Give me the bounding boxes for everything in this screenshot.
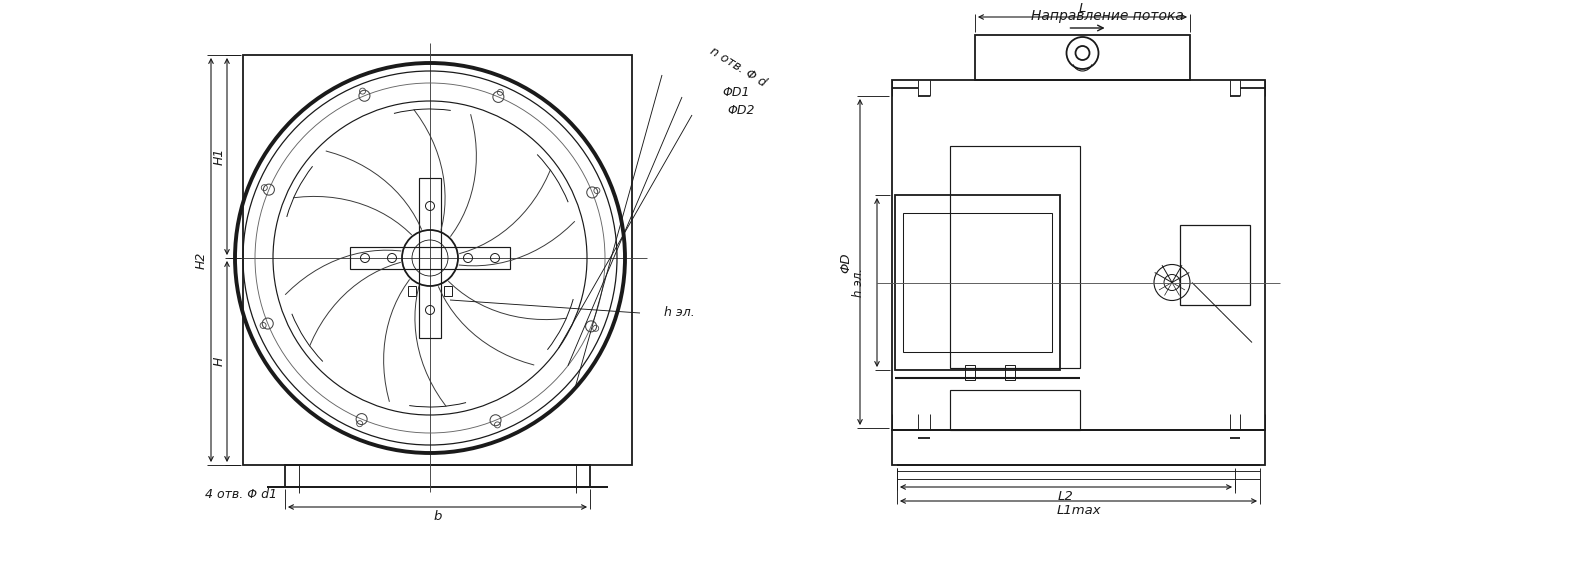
Bar [975,35,1190,80]
Text: h эл.: h эл. [852,268,866,297]
Bar [965,365,975,380]
Bar [951,390,1080,430]
Text: ΦD: ΦD [839,253,852,273]
Text: 4 отв. Φ d1: 4 отв. Φ d1 [206,489,278,502]
Text: ΦD1: ΦD1 [723,86,750,99]
Bar [892,430,1265,465]
Bar [242,55,632,465]
Bar [1180,225,1250,305]
Bar [349,247,510,269]
Text: L: L [1078,2,1086,15]
Text: L2: L2 [1057,490,1073,503]
Text: Направление потока: Направление потока [1030,9,1183,23]
Bar [895,195,1061,370]
Text: b: b [434,511,442,524]
Text: n отв. Φ d: n отв. Φ d [707,44,769,90]
Bar [286,465,590,487]
Text: L1max: L1max [1056,504,1101,517]
Bar [903,213,1053,352]
Bar [1005,365,1014,380]
Text: H: H [212,357,225,366]
Bar [408,286,416,296]
Text: H1: H1 [212,148,225,165]
Bar [443,286,451,296]
Text: h эл.: h эл. [664,306,695,319]
Bar [892,80,1265,430]
Text: ΦD2: ΦD2 [727,104,754,117]
Bar [951,146,1080,368]
Bar [419,178,440,338]
Text: H2: H2 [195,251,207,269]
